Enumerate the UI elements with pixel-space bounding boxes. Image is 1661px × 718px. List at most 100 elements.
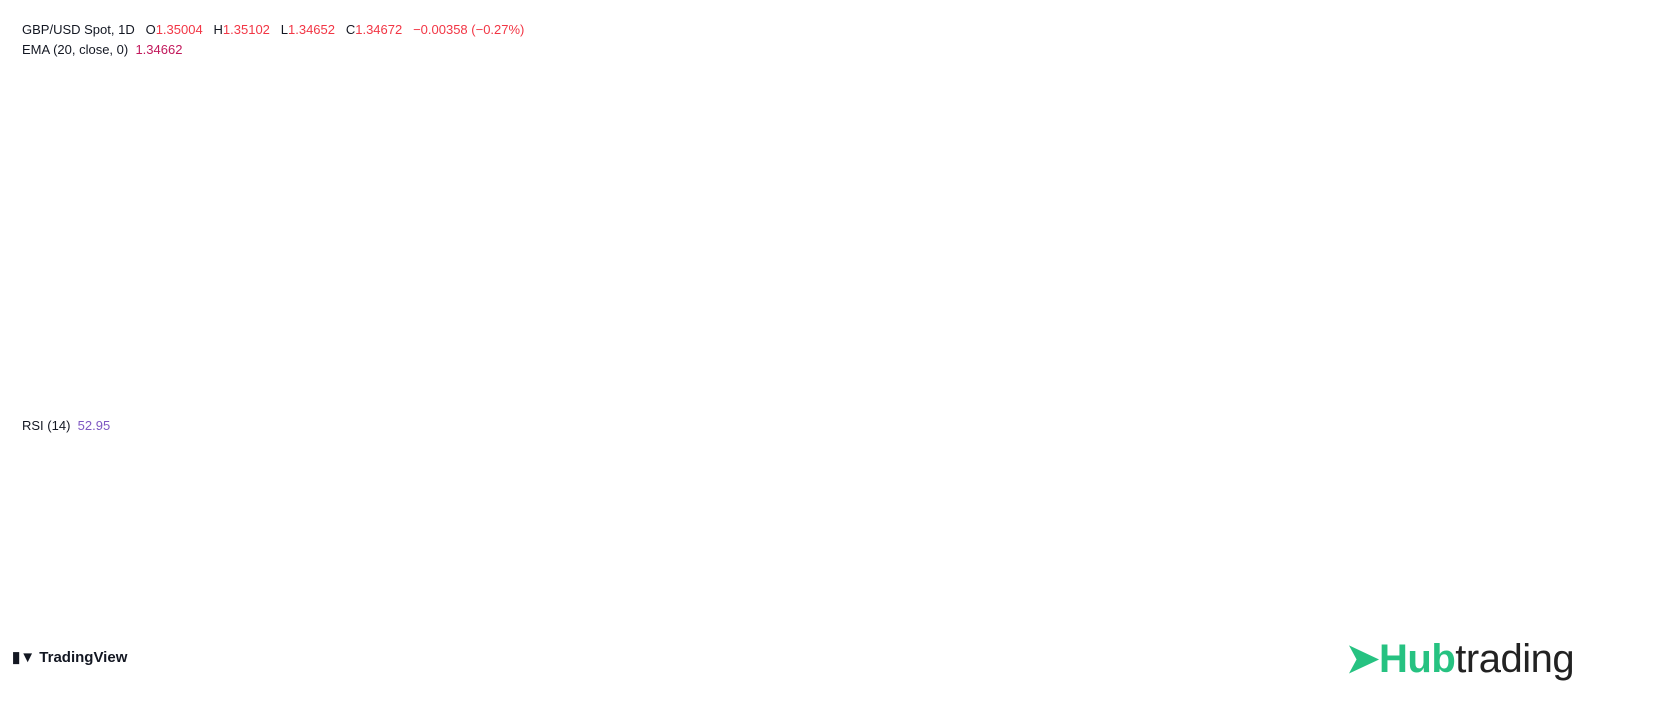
candle [237,335,245,350]
candle [13,254,21,266]
candle [1316,54,1324,71]
candle-body [1230,64,1238,77]
candle-body [675,190,683,196]
candle-body [547,254,555,264]
candle-body [162,273,170,292]
candle-body [1166,116,1174,118]
candle [771,187,779,208]
candle-body [835,159,843,200]
candle-body [397,286,405,302]
candle [1358,60,1366,84]
candle-body [718,185,726,188]
chart-frame [9,0,1556,637]
tradingview-text: TradingView [39,649,128,666]
candle [1209,89,1217,99]
candle [558,250,566,271]
candle [365,299,373,312]
candle [846,195,854,221]
candle [1230,58,1238,82]
candle [1113,117,1121,131]
candle-body [985,106,993,126]
candle-body [56,275,64,283]
candle [376,284,384,313]
candle [184,296,192,327]
candle-body [504,252,512,264]
candle-body [654,191,662,196]
candle-body [867,229,875,239]
candle [814,176,822,210]
ema-price-label-bg [1409,95,1479,116]
candle-body [1059,118,1067,122]
candle [323,281,331,304]
rsi-tick-label: 30.00 [1497,571,1530,586]
candle-body [686,187,694,197]
candle-body [1209,91,1217,97]
candle [483,255,491,266]
candle-body [429,296,437,309]
candle-body [365,306,373,308]
time-tick-label: Jun [1272,613,1293,628]
time-tick-label: 14 [918,613,932,628]
tradingview-logo: ▮▼ TradingView [12,648,127,666]
ema-price-label: 1.34662 [1409,95,1479,116]
candle [867,226,875,241]
candle [515,245,523,269]
price-tick-label: 1.34000 [1503,91,1550,106]
candle-body [66,278,74,280]
candle-body [1358,66,1366,78]
close-price-label-text: 1.34672 [1428,77,1475,92]
rsi-price-label-text: 52.95 [1442,488,1475,503]
candle-body [760,198,768,200]
candle-body [536,255,544,261]
candle-body [237,343,245,346]
candle-body [910,138,918,148]
candle-body [963,111,971,119]
candle-body [568,260,576,272]
candle [45,264,53,292]
candle [675,185,683,202]
candle-body [1081,109,1089,120]
candle-body [472,258,480,265]
candle-body [109,274,117,285]
candle [130,280,138,324]
candle-body [1305,64,1313,67]
candle-body [921,136,929,142]
candle-body [878,216,886,230]
candle [429,292,437,316]
candle [56,273,64,286]
candle [1166,114,1174,120]
candle-body [1241,66,1249,68]
candle [611,197,619,205]
candle-body [974,106,982,114]
candle-body [173,276,181,299]
candle-body [1155,115,1163,120]
candle [440,296,448,304]
candle-body [88,277,96,280]
candle [1027,92,1035,105]
candle-body [1134,119,1142,148]
candle-body [1102,117,1110,122]
candle [889,164,897,221]
candle-body [739,196,747,198]
brand-trading: trading [1455,637,1575,681]
time-tick-label: Feb [379,613,401,628]
candle-body [1337,60,1345,64]
candle-body [1220,77,1228,98]
candle-body [643,193,651,207]
time-tick-label: Mar [592,613,615,628]
price-tick-label: 1.30000 [1503,176,1550,191]
candle-body [141,309,149,314]
candle-body [792,196,800,198]
candle [259,320,267,363]
time-tick-label: 2025 [126,613,155,628]
candle-body [782,188,790,196]
candle [953,117,961,128]
rsi-highlight-box[interactable] [1265,450,1394,533]
candle-body [1294,64,1302,78]
candle [1198,90,1206,109]
close-label: C [345,22,356,37]
candle-body [333,301,341,304]
candle-body [664,191,672,194]
candle [942,119,950,136]
